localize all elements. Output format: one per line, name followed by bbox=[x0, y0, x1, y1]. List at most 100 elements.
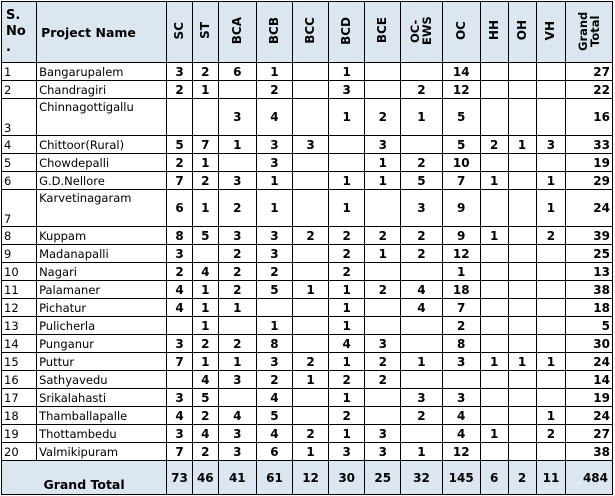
row-cell: 2 bbox=[166, 80, 193, 99]
table-row: 15 Puttur 7 1 1 3 2 1 2 1 3 1 1 1 24 bbox=[0, 352, 613, 371]
header-vh-label: VH bbox=[543, 20, 558, 41]
row-cell bbox=[507, 298, 537, 317]
row-project-name: Valmikipuram bbox=[36, 442, 168, 461]
row-cell: 4 bbox=[400, 280, 443, 299]
row-cell bbox=[291, 80, 330, 99]
row-project-name: Chittoor(Rural) bbox=[36, 135, 168, 154]
row-cell: 9 bbox=[441, 189, 481, 227]
row-cell: 3 bbox=[364, 135, 402, 154]
row-project-name: Chandragiri bbox=[36, 80, 168, 99]
row-cell bbox=[479, 298, 509, 317]
row-cell: 3 bbox=[255, 226, 294, 245]
row-cell bbox=[291, 334, 330, 353]
row-cell bbox=[291, 244, 330, 263]
row-cell bbox=[291, 316, 330, 335]
row-cell bbox=[479, 280, 509, 299]
row-cell: 1 bbox=[291, 370, 330, 389]
row-cell: 2 bbox=[291, 424, 330, 443]
header-bca: BCA bbox=[217, 1, 257, 63]
row-cell: 2 bbox=[191, 406, 219, 425]
row-cell bbox=[507, 62, 537, 81]
row-cell: 1 bbox=[400, 98, 443, 136]
row-cell: 3 bbox=[255, 352, 294, 371]
table-row: 4 Chittoor(Rural) 5 7 1 3 3 3 5 2 1 3 33 bbox=[0, 135, 613, 154]
row-cell bbox=[535, 280, 567, 299]
row-cell bbox=[535, 62, 567, 81]
header-oh-label: OH bbox=[514, 20, 529, 41]
footer-cell: 25 bbox=[364, 460, 402, 495]
footer-cell: 61 bbox=[255, 460, 294, 495]
row-cell: 2 bbox=[191, 62, 219, 81]
row-cell bbox=[364, 80, 402, 99]
table-row: 16 Sathyavedu 4 3 2 1 2 2 14 bbox=[0, 370, 613, 389]
row-sno: 16 bbox=[0, 370, 38, 389]
row-cell: 4 bbox=[166, 298, 193, 317]
row-cell bbox=[479, 62, 509, 81]
row-sno: 19 bbox=[0, 424, 38, 443]
row-cell: 1 bbox=[255, 189, 294, 227]
table-row: 12 Pichatur 4 1 1 1 4 7 18 bbox=[0, 298, 613, 317]
header-grand-total: Grand Total bbox=[565, 1, 613, 63]
row-cell bbox=[507, 98, 537, 136]
grand-total-row: Grand Total 73 46 41 61 12 30 25 32 145 … bbox=[0, 460, 613, 495]
row-cell: 1 bbox=[364, 153, 402, 172]
row-grand-total: 29 bbox=[565, 171, 613, 190]
header-bcd-label: BCD bbox=[339, 16, 354, 45]
row-grand-total: 19 bbox=[565, 153, 613, 172]
row-sno: 2 bbox=[0, 80, 38, 99]
row-cell: 1 bbox=[328, 352, 366, 371]
row-cell bbox=[291, 189, 330, 227]
row-cell: 5 bbox=[166, 135, 193, 154]
header-sno: S. No . bbox=[0, 1, 38, 63]
row-cell: 5 bbox=[191, 388, 219, 407]
row-cell: 2 bbox=[364, 370, 402, 389]
row-cell: 2 bbox=[191, 171, 219, 190]
table-row: 17 Srikalahasti 3 5 4 1 3 3 19 bbox=[0, 388, 613, 407]
row-cell bbox=[400, 424, 443, 443]
row-cell: 1 bbox=[535, 352, 567, 371]
row-cell: 2 bbox=[400, 80, 443, 99]
row-sno: 5 bbox=[0, 153, 38, 172]
row-cell: 2 bbox=[400, 406, 443, 425]
row-cell bbox=[479, 98, 509, 136]
row-cell: 3 bbox=[217, 226, 257, 245]
row-cell bbox=[217, 388, 257, 407]
row-cell: 4 bbox=[191, 262, 219, 281]
row-cell: 3 bbox=[535, 135, 567, 154]
row-cell: 1 bbox=[191, 316, 219, 335]
header-vh: VH bbox=[535, 1, 567, 63]
row-cell: 3 bbox=[217, 370, 257, 389]
header-hh-label: HH bbox=[486, 20, 501, 41]
row-grand-total: 24 bbox=[565, 189, 613, 227]
table-row: 7 Karvetinagaram 6 1 2 1 1 3 9 1 24 bbox=[0, 189, 613, 227]
footer-cell: 73 bbox=[166, 460, 193, 495]
row-cell: 1 bbox=[191, 298, 219, 317]
table-row: 14 Punganur 3 2 2 8 4 3 8 30 bbox=[0, 334, 613, 353]
row-cell bbox=[507, 226, 537, 245]
row-cell: 12 bbox=[441, 442, 481, 461]
header-bcb-label: BCB bbox=[266, 16, 281, 45]
row-cell: 1 bbox=[400, 352, 443, 371]
row-cell bbox=[400, 334, 443, 353]
row-cell bbox=[507, 189, 537, 227]
row-cell: 2 bbox=[364, 226, 402, 245]
row-cell: 1 bbox=[328, 189, 366, 227]
row-sno: 11 bbox=[0, 280, 38, 299]
row-cell: 1 bbox=[255, 171, 294, 190]
row-grand-total: 27 bbox=[565, 424, 613, 443]
row-cell: 5 bbox=[441, 98, 481, 136]
row-cell: 1 bbox=[191, 80, 219, 99]
table-row: 19 Thottambedu 3 4 3 4 2 1 3 4 1 2 27 bbox=[0, 424, 613, 443]
row-cell: 2 bbox=[364, 280, 402, 299]
row-cell bbox=[507, 406, 537, 425]
row-cell: 2 bbox=[535, 226, 567, 245]
row-cell: 2 bbox=[400, 226, 443, 245]
table-row: 18 Thamballapalle 4 2 4 5 2 2 4 1 24 bbox=[0, 406, 613, 425]
row-cell: 3 bbox=[217, 171, 257, 190]
row-project-name: Karvetinagaram bbox=[36, 189, 168, 227]
row-cell bbox=[291, 388, 330, 407]
row-cell: 2 bbox=[400, 244, 443, 263]
row-cell: 2 bbox=[191, 334, 219, 353]
row-cell bbox=[507, 316, 537, 335]
